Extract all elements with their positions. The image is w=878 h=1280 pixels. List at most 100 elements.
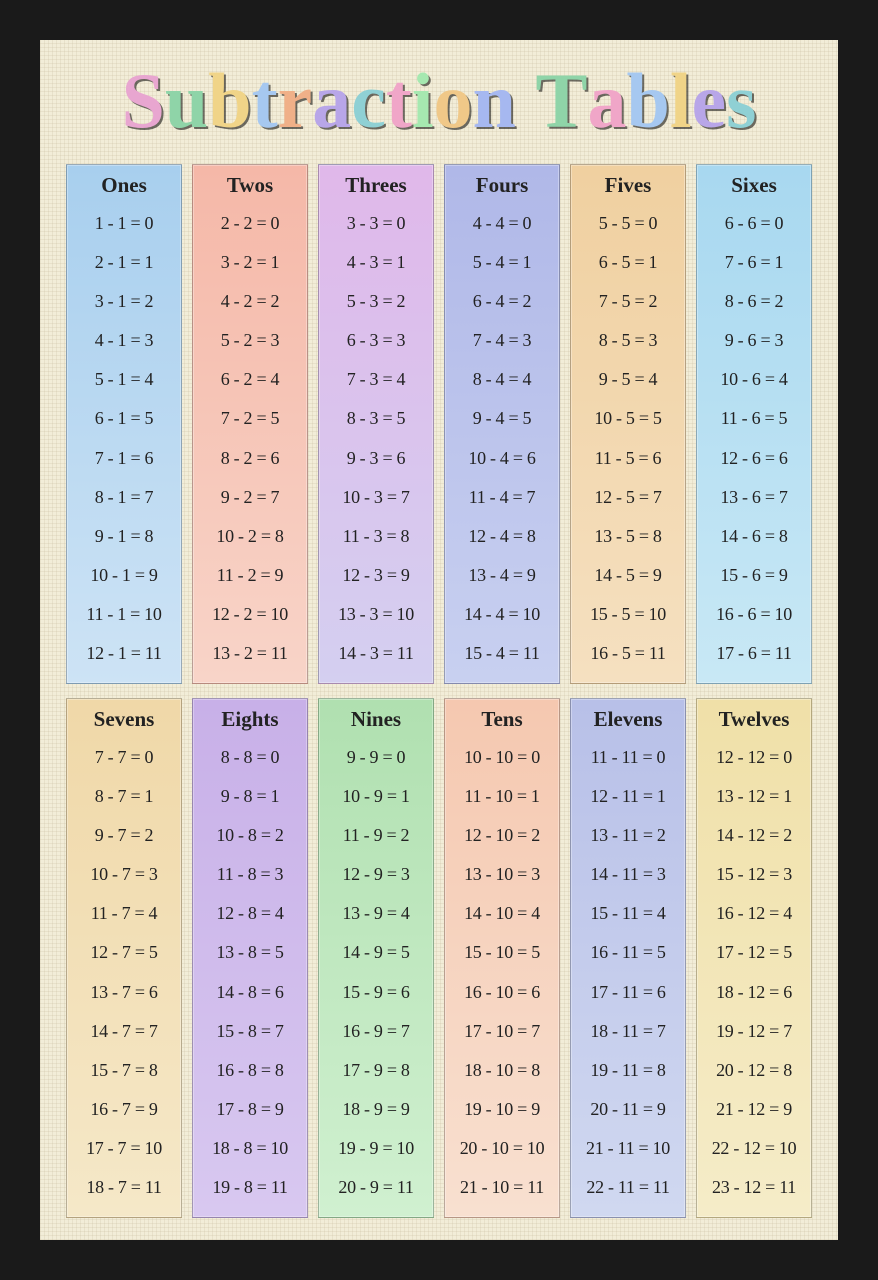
equation: 15 - 5 = 10 (577, 604, 679, 625)
equation: 13 - 2 = 11 (199, 643, 301, 664)
equation: 20 - 10 = 10 (451, 1138, 553, 1159)
table-column: Sixes6 - 6 = 07 - 6 = 18 - 6 = 29 - 6 = … (696, 164, 812, 684)
equation: 12 - 12 = 0 (703, 747, 805, 768)
equation: 8 - 6 = 2 (703, 291, 805, 312)
column-header: Ones (67, 173, 181, 204)
title-letter: b (208, 62, 251, 140)
column-header: Elevens (571, 707, 685, 738)
equation: 11 - 1 = 10 (73, 604, 175, 625)
title-letter: t (252, 62, 278, 140)
equation: 15 - 8 = 7 (199, 1021, 301, 1042)
tables-grid: Ones1 - 1 = 02 - 1 = 13 - 1 = 24 - 1 = 3… (66, 164, 812, 1218)
equation: 10 - 2 = 8 (199, 526, 301, 547)
equation: 9 - 6 = 3 (703, 330, 805, 351)
equation: 17 - 6 = 11 (703, 643, 805, 664)
equation: 16 - 11 = 5 (577, 942, 679, 963)
column-rows: 12 - 12 = 013 - 12 = 114 - 12 = 215 - 12… (697, 738, 811, 1207)
equation: 14 - 6 = 8 (703, 526, 805, 547)
column-rows: 10 - 10 = 011 - 10 = 112 - 10 = 213 - 10… (445, 738, 559, 1207)
equation: 18 - 9 = 9 (325, 1099, 427, 1120)
equation: 11 - 7 = 4 (73, 903, 175, 924)
column-header: Eights (193, 707, 307, 738)
equation: 14 - 11 = 3 (577, 864, 679, 885)
equation: 10 - 3 = 7 (325, 487, 427, 508)
equation: 9 - 4 = 5 (451, 408, 553, 429)
equation: 16 - 7 = 9 (73, 1099, 175, 1120)
equation: 13 - 7 = 6 (73, 982, 175, 1003)
column-rows: 9 - 9 = 010 - 9 = 111 - 9 = 212 - 9 = 31… (319, 738, 433, 1207)
title-letter: n (473, 62, 516, 140)
equation: 16 - 9 = 7 (325, 1021, 427, 1042)
equation: 6 - 1 = 5 (73, 408, 175, 429)
equation: 19 - 11 = 8 (577, 1060, 679, 1081)
title-letter: l (670, 62, 692, 140)
equation: 6 - 4 = 2 (451, 291, 553, 312)
title-letter: a (312, 62, 351, 140)
equation: 11 - 9 = 2 (325, 825, 427, 846)
column-header: Tens (445, 707, 559, 738)
column-rows: 1 - 1 = 02 - 1 = 13 - 1 = 24 - 1 = 35 - … (67, 204, 181, 673)
equation: 11 - 6 = 5 (703, 408, 805, 429)
equation: 16 - 12 = 4 (703, 903, 805, 924)
poster-frame: Subtraction Tables Ones1 - 1 = 02 - 1 = … (0, 0, 878, 1280)
equation: 12 - 2 = 10 (199, 604, 301, 625)
page-title: Subtraction Tables (66, 62, 812, 140)
equation: 16 - 8 = 8 (199, 1060, 301, 1081)
equation: 12 - 8 = 4 (199, 903, 301, 924)
equation: 11 - 2 = 9 (199, 565, 301, 586)
equation: 5 - 5 = 0 (577, 213, 679, 234)
table-column: Sevens7 - 7 = 08 - 7 = 19 - 7 = 210 - 7 … (66, 698, 182, 1218)
title-letter (516, 62, 536, 140)
equation: 10 - 8 = 2 (199, 825, 301, 846)
equation: 21 - 11 = 10 (577, 1138, 679, 1159)
equation: 13 - 3 = 10 (325, 604, 427, 625)
column-header: Fives (571, 173, 685, 204)
equation: 9 - 5 = 4 (577, 369, 679, 390)
equation: 6 - 2 = 4 (199, 369, 301, 390)
equation: 22 - 12 = 10 (703, 1138, 805, 1159)
equation: 18 - 11 = 7 (577, 1021, 679, 1042)
equation: 5 - 1 = 4 (73, 369, 175, 390)
equation: 8 - 7 = 1 (73, 786, 175, 807)
equation: 7 - 7 = 0 (73, 747, 175, 768)
equation: 13 - 4 = 9 (451, 565, 553, 586)
title-letter: S (121, 62, 164, 140)
equation: 17 - 12 = 5 (703, 942, 805, 963)
column-header: Nines (319, 707, 433, 738)
equation: 10 - 4 = 6 (451, 448, 553, 469)
equation: 21 - 10 = 11 (451, 1177, 553, 1198)
equation: 13 - 5 = 8 (577, 526, 679, 547)
equation: 15 - 7 = 8 (73, 1060, 175, 1081)
equation: 8 - 3 = 5 (325, 408, 427, 429)
equation: 5 - 3 = 2 (325, 291, 427, 312)
poster-canvas: Subtraction Tables Ones1 - 1 = 02 - 1 = … (40, 40, 838, 1240)
equation: 7 - 3 = 4 (325, 369, 427, 390)
equation: 13 - 10 = 3 (451, 864, 553, 885)
equation: 18 - 7 = 11 (73, 1177, 175, 1198)
equation: 11 - 4 = 7 (451, 487, 553, 508)
equation: 12 - 10 = 2 (451, 825, 553, 846)
table-column: Threes3 - 3 = 04 - 3 = 15 - 3 = 26 - 3 =… (318, 164, 434, 684)
equation: 8 - 2 = 6 (199, 448, 301, 469)
table-column: Fives5 - 5 = 06 - 5 = 17 - 5 = 28 - 5 = … (570, 164, 686, 684)
title-letter: u (165, 62, 208, 140)
equation: 12 - 4 = 8 (451, 526, 553, 547)
title-letter: i (412, 62, 434, 140)
equation: 12 - 6 = 6 (703, 448, 805, 469)
equation: 16 - 10 = 6 (451, 982, 553, 1003)
equation: 11 - 8 = 3 (199, 864, 301, 885)
equation: 10 - 10 = 0 (451, 747, 553, 768)
equation: 17 - 9 = 8 (325, 1060, 427, 1081)
table-column: Fours4 - 4 = 05 - 4 = 16 - 4 = 27 - 4 = … (444, 164, 560, 684)
table-column: Tens10 - 10 = 011 - 10 = 112 - 10 = 213 … (444, 698, 560, 1218)
equation: 14 - 3 = 11 (325, 643, 427, 664)
equation: 6 - 5 = 1 (577, 252, 679, 273)
equation: 14 - 12 = 2 (703, 825, 805, 846)
equation: 7 - 4 = 3 (451, 330, 553, 351)
equation: 7 - 6 = 1 (703, 252, 805, 273)
title-letter: s (726, 62, 756, 140)
equation: 13 - 11 = 2 (577, 825, 679, 846)
title-letter: c (351, 62, 386, 140)
equation: 14 - 10 = 4 (451, 903, 553, 924)
equation: 14 - 4 = 10 (451, 604, 553, 625)
